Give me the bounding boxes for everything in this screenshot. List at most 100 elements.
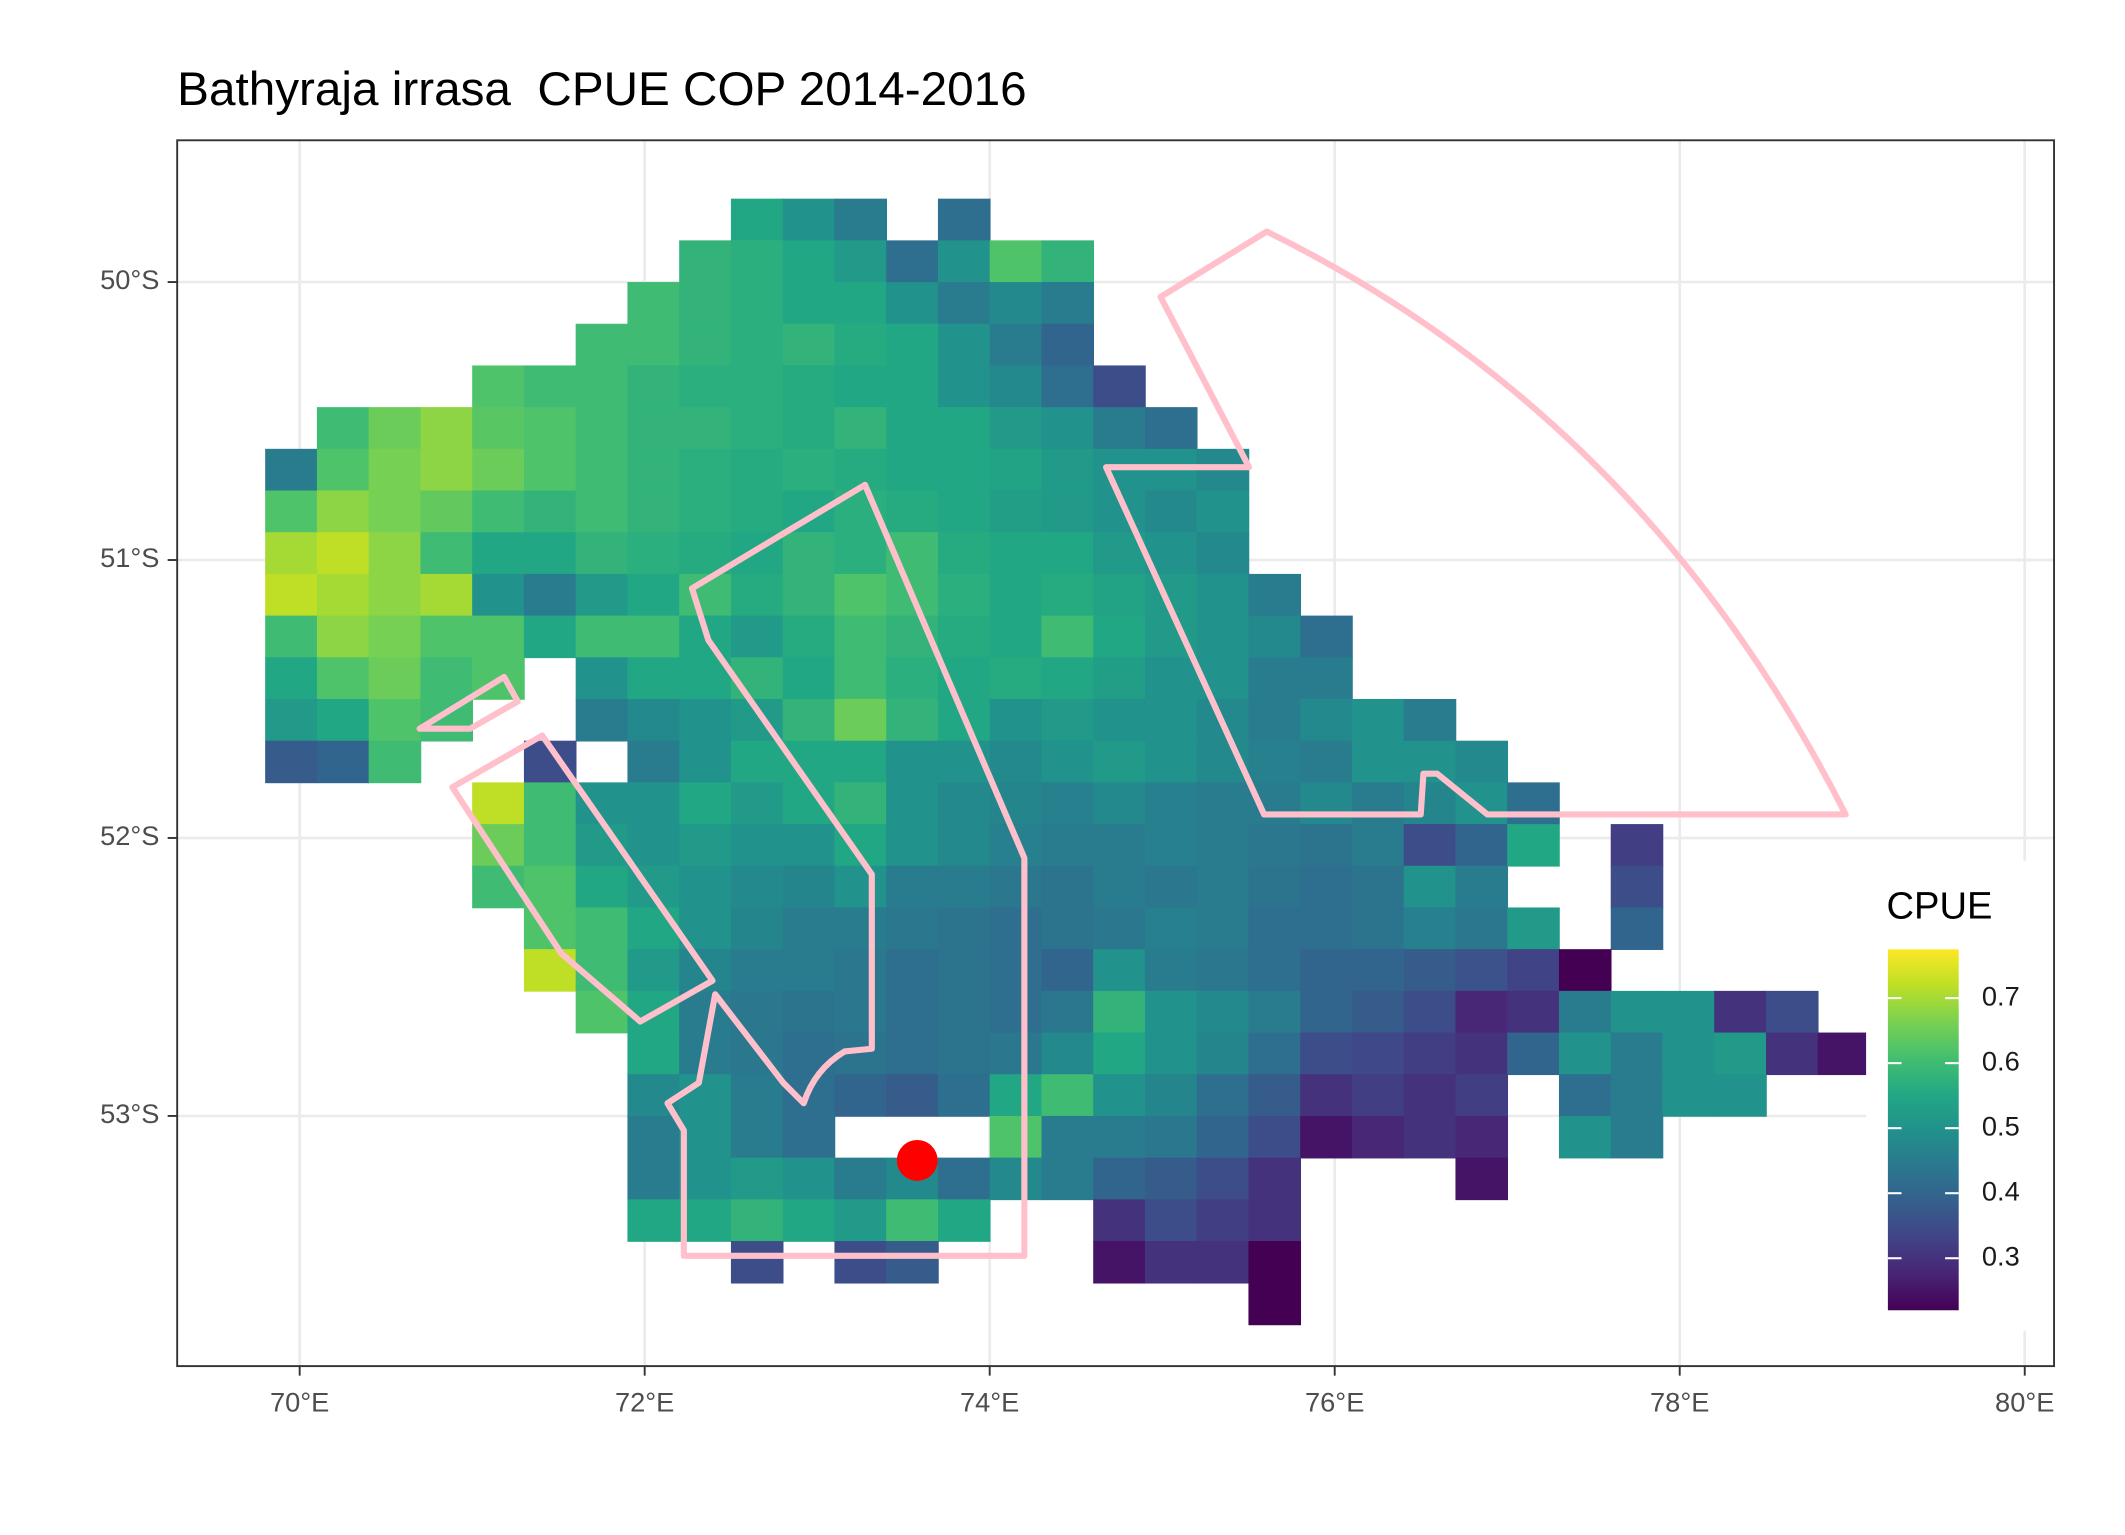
cell <box>730 782 784 825</box>
cell <box>834 1241 888 1284</box>
cell <box>627 1032 680 1076</box>
cell <box>730 865 784 909</box>
cell <box>1248 698 1302 742</box>
cell <box>1041 532 1095 575</box>
cell <box>886 365 939 408</box>
cell <box>730 323 784 367</box>
cell <box>1144 1199 1198 1242</box>
cell <box>782 198 836 242</box>
cell <box>1093 1241 1146 1284</box>
cell <box>730 1074 784 1117</box>
cell <box>782 573 836 617</box>
cell <box>886 865 939 909</box>
cell <box>730 615 784 659</box>
cell <box>1196 532 1250 575</box>
cell <box>989 740 1043 784</box>
cell <box>627 782 680 825</box>
cell <box>782 990 836 1034</box>
cell <box>937 490 991 534</box>
cell <box>1248 990 1302 1034</box>
cell <box>1196 990 1250 1034</box>
cell <box>937 1074 991 1117</box>
cell <box>316 448 370 492</box>
legend-tick-label: 0.4 <box>1982 1175 2020 1206</box>
cell <box>575 490 629 534</box>
cell <box>575 532 629 575</box>
cell <box>1041 990 1095 1034</box>
cell <box>523 824 577 867</box>
y-tick-label: 52°S <box>100 820 159 851</box>
cell <box>1403 1032 1457 1076</box>
cell <box>523 532 577 575</box>
cell <box>523 365 577 408</box>
point <box>896 1139 938 1181</box>
cell <box>937 1157 991 1201</box>
cell <box>834 1157 888 1201</box>
cell <box>1351 949 1405 992</box>
cell <box>679 1199 732 1242</box>
cell <box>1610 907 1664 950</box>
cell <box>730 448 784 492</box>
cell <box>989 323 1043 367</box>
cell <box>989 1074 1043 1117</box>
cell <box>575 615 629 659</box>
cell <box>1093 1115 1146 1159</box>
cell <box>1041 323 1095 367</box>
cell <box>989 1157 1043 1201</box>
cell <box>989 615 1043 659</box>
cell <box>1558 1115 1612 1159</box>
cell <box>316 407 370 450</box>
cell <box>989 407 1043 450</box>
cell <box>1248 1282 1302 1326</box>
cell <box>834 1074 888 1117</box>
cell <box>472 782 525 825</box>
cell <box>1455 1157 1509 1201</box>
cell <box>1093 990 1146 1034</box>
cell <box>937 1032 991 1076</box>
cell <box>1248 657 1302 700</box>
cell <box>937 573 991 617</box>
cell <box>730 1157 784 1201</box>
cell <box>1248 573 1302 617</box>
cell <box>782 657 836 700</box>
cell <box>420 490 473 534</box>
cell <box>472 490 525 534</box>
cell <box>1610 824 1664 867</box>
cell <box>730 657 784 700</box>
cell <box>1248 1115 1302 1159</box>
cell <box>1196 1032 1250 1076</box>
cell <box>937 824 991 867</box>
cell <box>1093 1157 1146 1201</box>
cell <box>575 990 629 1034</box>
cell <box>627 532 680 575</box>
cell <box>1455 990 1509 1034</box>
cell <box>368 615 422 659</box>
cell <box>782 615 836 659</box>
cell <box>1248 907 1302 950</box>
cell <box>834 949 888 992</box>
cell <box>782 907 836 950</box>
cell <box>1041 1032 1095 1076</box>
cell <box>472 448 525 492</box>
cell <box>523 490 577 534</box>
cell <box>1196 824 1250 867</box>
cell <box>886 1199 939 1242</box>
cell <box>937 532 991 575</box>
colorbar <box>1887 949 1959 1311</box>
cell <box>886 698 939 742</box>
cell <box>834 907 888 950</box>
cell <box>1351 698 1405 742</box>
cell <box>679 282 732 325</box>
cell <box>627 573 680 617</box>
cell <box>1041 824 1095 867</box>
cell <box>1455 1074 1509 1117</box>
cell <box>1507 782 1560 825</box>
cell <box>1093 1074 1146 1117</box>
cell <box>679 782 732 825</box>
cell <box>782 698 836 742</box>
cell <box>937 240 991 283</box>
cell <box>1248 1241 1302 1284</box>
cell <box>575 448 629 492</box>
y-tick-label: 53°S <box>100 1098 159 1129</box>
cell <box>1248 1074 1302 1117</box>
